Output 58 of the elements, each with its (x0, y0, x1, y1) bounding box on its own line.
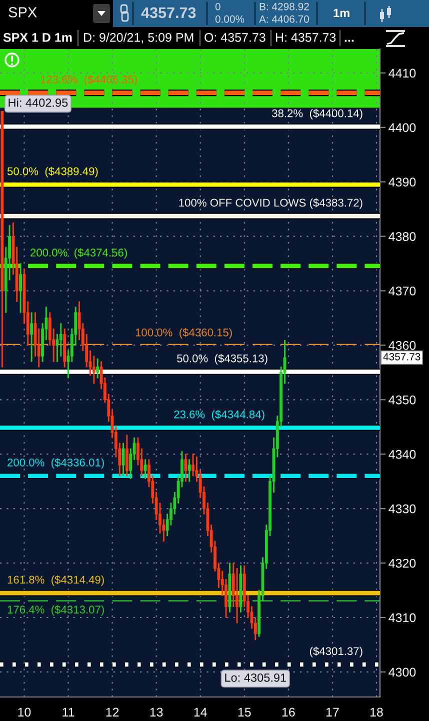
ref-line-label: 176.4% ($4313.07) (8, 605, 104, 616)
candlestick (19, 263, 22, 313)
candlestick (184, 454, 188, 482)
x-tick-label: 11 (62, 708, 74, 716)
ref-line-label: 161.8% ($4314.49) (8, 575, 104, 586)
chart-title: SPX 1 D 1m (3, 33, 72, 42)
text: 4357.73 (141, 7, 196, 18)
candlestick (0, 111, 4, 368)
y-tick-label: 4360 (388, 341, 416, 350)
text: 4357.73 (383, 353, 420, 360)
ref-line-label: 38.2% ($4400.14) (272, 108, 362, 120)
ref-line-label: 50.0% ($4355.13) (177, 354, 268, 365)
text: 1m (334, 8, 350, 18)
y-tick-label: 4300 (388, 668, 416, 677)
y-tick-label: 4380 (388, 232, 416, 241)
candlestick (30, 312, 34, 362)
x-tick-label: 18 (370, 708, 383, 717)
annotation: Hi: 4402.95 (8, 98, 68, 107)
y-tick-label: 4310 (388, 613, 416, 622)
x-tick-label: 12 (106, 708, 119, 716)
text: ... (344, 40, 354, 42)
candlestick (122, 442, 125, 476)
y-tick-label: 4390 (388, 178, 416, 187)
y-tick-label: 4410 (388, 68, 416, 78)
annotation: Lo: 4305.91 (225, 673, 286, 682)
text: B: 4298.92 (260, 2, 309, 10)
x-tick-label: 17 (326, 708, 339, 716)
x-tick-label: 15 (238, 708, 251, 717)
ref-line-label: 23.6% ($4344.84) (174, 410, 264, 421)
ref-line-label: 100% OFF COVID LOWS ($4383.72) (179, 198, 362, 209)
candlestick (144, 459, 147, 479)
text: H: 4357.73 (276, 33, 336, 42)
ref-line-label: 200.0% ($4374.56) (30, 248, 127, 259)
y-tick-label: 4350 (388, 395, 416, 404)
ref-line-label: 200.0% ($4336.01) (8, 458, 104, 469)
candlestick (125, 434, 128, 476)
text: A: 4406.70 (259, 15, 309, 23)
candlestick (96, 358, 100, 378)
x-tick-label: 14 (194, 708, 207, 716)
y-tick-label: 4340 (388, 450, 416, 459)
x-tick-label: 10 (18, 708, 31, 717)
text: O: 4357.73 (204, 33, 266, 42)
x-tick-label: 13 (150, 708, 163, 717)
ref-line-label: ($4301.37) (310, 646, 362, 658)
ref-line-label: 100.0% ($4360.15) (136, 328, 232, 339)
y-tick-label: 4400 (388, 123, 416, 132)
x-tick-label: 16 (282, 708, 295, 717)
candlestick (63, 328, 66, 368)
text: 0 (215, 2, 220, 10)
text: 0.00% (215, 15, 244, 23)
text: SPX (8, 7, 37, 18)
text: D: 9/20/21, 5:09 PM (84, 32, 194, 44)
candlestick (188, 459, 191, 482)
y-tick-label: 4370 (388, 286, 416, 296)
ref-line-label: 50.0% ($4389.49) (7, 166, 98, 178)
y-tick-label: 4330 (388, 504, 416, 514)
ref-line-label: 123.6% ($4406.35) (40, 75, 137, 86)
y-tick-label: 4320 (388, 558, 416, 568)
